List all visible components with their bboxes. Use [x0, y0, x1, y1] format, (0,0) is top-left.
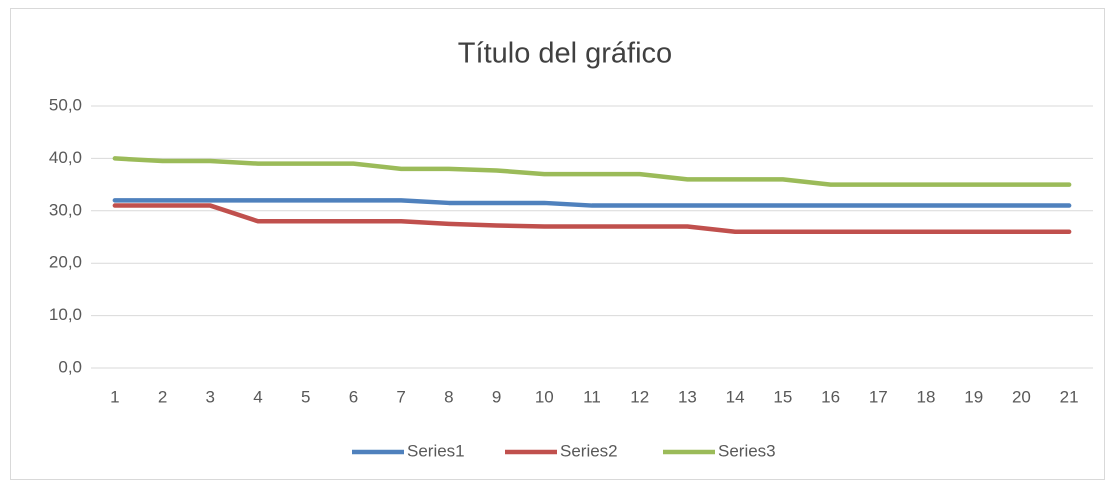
y-tick-label: 10,0	[49, 305, 82, 324]
y-tick-label: 0,0	[58, 357, 82, 376]
series-line	[112, 156, 1072, 187]
x-tick-label: 10	[535, 387, 554, 406]
x-tick-label: 16	[821, 387, 840, 406]
x-tick-label: 13	[678, 387, 697, 406]
x-tick-label: 20	[1012, 387, 1031, 406]
x-tick-label: 3	[206, 387, 215, 406]
x-tick-label: 19	[964, 387, 983, 406]
x-tick-label: 15	[773, 387, 792, 406]
x-tick-label: 1	[110, 387, 119, 406]
chart-title: Título del gráfico	[458, 38, 672, 70]
x-tick-label: 12	[630, 387, 649, 406]
y-tick-label: 20,0	[49, 253, 82, 272]
x-tick-label: 11	[583, 387, 601, 406]
x-tick-label: 5	[301, 387, 310, 406]
x-tick-label: 6	[349, 387, 358, 406]
y-tick-label: 50,0	[49, 95, 82, 114]
x-tick-label: 7	[396, 387, 405, 406]
x-tick-label: 2	[158, 387, 167, 406]
y-tick-label: 40,0	[49, 148, 82, 167]
x-tick-label: 14	[726, 387, 745, 406]
legend-label: Series3	[718, 441, 776, 460]
x-tick-label: 21	[1060, 387, 1079, 406]
x-tick-label: 4	[253, 387, 262, 406]
series-line	[112, 198, 1072, 208]
legend-label: Series2	[560, 441, 618, 460]
x-tick-label: 8	[444, 387, 453, 406]
y-tick-label: 30,0	[49, 200, 82, 219]
x-tick-label: 18	[917, 387, 936, 406]
chart-border	[10, 8, 1105, 480]
series-line	[112, 203, 1072, 235]
x-tick-label: 17	[869, 387, 888, 406]
x-tick-label: 9	[492, 387, 501, 406]
legend-label: Series1	[407, 441, 465, 460]
